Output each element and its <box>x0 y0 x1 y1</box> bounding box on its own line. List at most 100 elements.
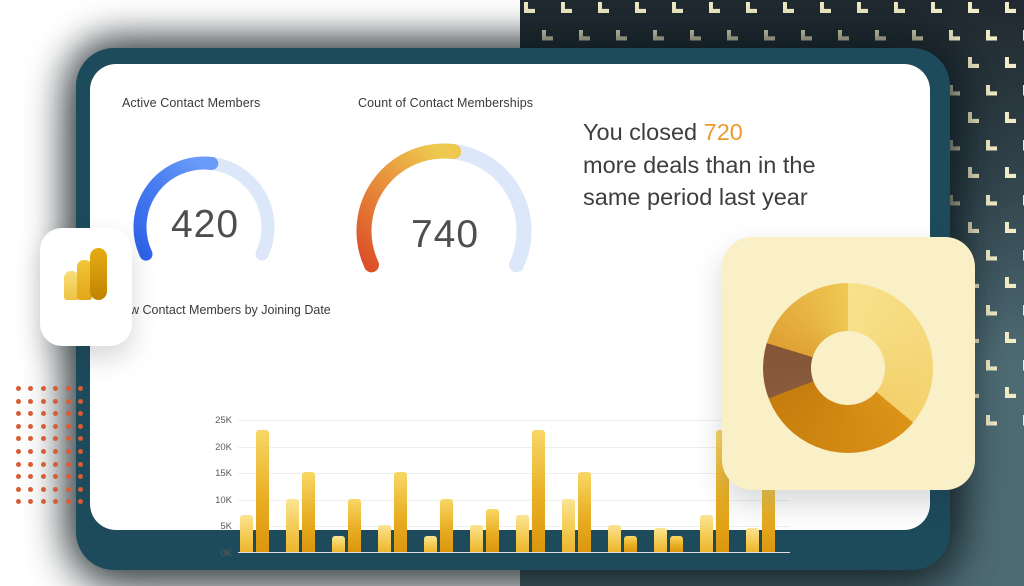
pattern-l-glyph <box>820 2 831 13</box>
pattern-l-glyph <box>672 2 683 13</box>
pattern-l-glyph <box>986 139 997 151</box>
gauge-fill <box>356 143 462 273</box>
gauge-arc-svg <box>356 143 532 273</box>
bar <box>302 472 315 552</box>
pattern-l-glyph <box>653 29 664 41</box>
pattern-dot <box>65 436 71 442</box>
pattern-l-glyph <box>968 2 979 13</box>
y-tick-label: 0K <box>220 548 232 559</box>
pattern-l-glyph <box>949 139 960 151</box>
pattern-dot <box>78 436 83 442</box>
bar <box>256 429 269 552</box>
pattern-l-glyph <box>949 84 960 96</box>
pattern-dot <box>53 474 59 480</box>
pattern-dot <box>40 449 46 454</box>
pattern-dot <box>28 398 34 404</box>
pattern-l-glyph <box>931 2 942 13</box>
gridline <box>238 499 790 501</box>
pattern-dot <box>53 486 59 492</box>
pattern-dot <box>40 474 46 480</box>
pattern-l-glyph <box>690 29 701 41</box>
pattern-dot <box>53 449 59 454</box>
bar <box>424 536 437 552</box>
pattern-l-glyph <box>1005 332 1016 343</box>
powerbi-logo-card <box>40 228 132 346</box>
pattern-dot <box>78 398 83 404</box>
gridline <box>238 473 790 475</box>
insight-highlight-value: 720 <box>703 119 743 145</box>
insight-line2: more deals than in the <box>583 151 816 178</box>
bar <box>562 498 575 552</box>
gauge-title-memberships: Count of Contact Memberships <box>358 96 534 110</box>
pattern-dot <box>40 499 46 505</box>
pattern-l-glyph <box>1005 112 1016 123</box>
bar-chart-title: New Contact Members by Joining Date <box>114 303 331 317</box>
bar <box>394 472 407 552</box>
bar <box>670 536 683 552</box>
pattern-l-glyph <box>949 194 960 206</box>
bar <box>578 472 591 552</box>
insight-text: You closed 720 more deals than in the sa… <box>583 116 833 214</box>
bar-chart-plot: 25K 20K 15K 10K 5K 0K <box>215 415 790 559</box>
pattern-dot <box>53 386 59 391</box>
pattern-dot <box>78 486 83 492</box>
insight-line3: same period last year <box>583 184 808 210</box>
bar <box>516 514 529 552</box>
donut-chart <box>763 283 933 453</box>
pattern-l-glyph <box>524 2 535 13</box>
pattern-dot <box>28 411 34 417</box>
bar <box>624 536 637 552</box>
gridline <box>238 526 790 528</box>
pattern-dot <box>16 499 21 505</box>
pattern-dot <box>28 474 34 480</box>
pattern-dot <box>65 461 71 467</box>
pattern-l-glyph <box>894 2 905 13</box>
y-tick-label: 15K <box>215 468 232 480</box>
pattern-dot <box>53 423 59 429</box>
gauge-fill <box>133 156 219 261</box>
pattern-dot <box>40 436 46 442</box>
bar <box>608 525 621 552</box>
pattern-l-glyph <box>616 29 627 41</box>
pattern-dot <box>28 499 34 505</box>
pattern-dot <box>40 486 46 492</box>
pattern-l-glyph <box>986 249 997 261</box>
pattern-dot <box>53 436 59 442</box>
pattern-l-glyph <box>783 2 794 13</box>
pattern-l-glyph <box>801 29 812 41</box>
bar <box>762 472 775 552</box>
pattern-dot <box>53 398 59 404</box>
pattern-dot <box>78 423 83 429</box>
pattern-dot <box>65 411 71 417</box>
pattern-l-glyph <box>912 29 923 41</box>
pattern-dot <box>16 436 21 442</box>
gauge-arc-svg <box>133 156 275 261</box>
pattern-l-glyph <box>968 112 979 123</box>
bar <box>332 536 345 552</box>
pattern-dot <box>28 461 34 467</box>
pattern-dot <box>65 423 71 429</box>
pattern-l-glyph <box>542 29 553 41</box>
bar <box>700 514 713 552</box>
pattern-l-glyph <box>1005 57 1016 68</box>
pattern-l-glyph <box>986 359 997 371</box>
logo-bar-mid <box>77 260 92 300</box>
pattern-l-glyph <box>1005 387 1016 398</box>
pattern-l-glyph <box>579 29 590 41</box>
y-tick-label: 10K <box>215 494 232 506</box>
gridline <box>238 420 790 421</box>
pattern-l-glyph <box>949 29 960 41</box>
pattern-dot <box>78 411 83 417</box>
y-tick-label: 5K <box>220 521 232 533</box>
pattern-dot <box>28 449 34 454</box>
pattern-l-glyph <box>986 194 997 206</box>
pattern-dot <box>53 461 59 467</box>
pattern-l-glyph <box>598 2 609 13</box>
pattern-dot <box>16 461 21 467</box>
pattern-l-glyph <box>857 2 868 13</box>
pattern-l-glyph <box>635 2 646 13</box>
pattern-dot <box>40 411 46 417</box>
pattern-dot <box>16 398 21 404</box>
pattern-dot <box>78 449 83 454</box>
pattern-l-glyph <box>561 2 572 13</box>
